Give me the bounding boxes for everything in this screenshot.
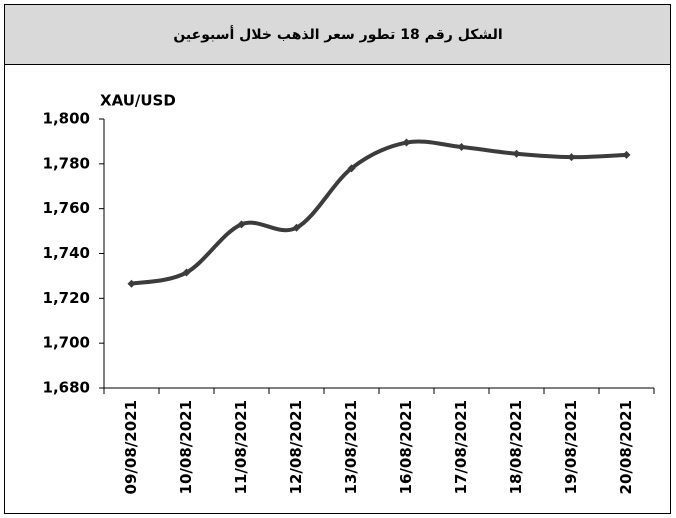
chart-title: الشكل رقم 18 تطور سعر الذهب خلال أسبوعين bbox=[173, 25, 502, 43]
x-tick-label: 19/08/2021 bbox=[562, 400, 580, 494]
header bbox=[4, 4, 671, 65]
y-tick-label: 1,720 bbox=[43, 289, 90, 307]
marker bbox=[622, 150, 631, 159]
x-tick-label: 13/08/2021 bbox=[342, 400, 360, 494]
marker bbox=[457, 143, 466, 152]
line bbox=[131, 139, 627, 286]
x-tick-label: 10/08/2021 bbox=[177, 400, 195, 494]
y-axis-label: XAU/USD bbox=[100, 92, 176, 110]
marker bbox=[347, 164, 356, 173]
x-tick-label: 17/08/2021 bbox=[452, 400, 470, 494]
x-tick-label: 12/08/2021 bbox=[287, 400, 305, 494]
x-tick-label: 11/08/2021 bbox=[232, 400, 250, 494]
y-tick-label: 1,740 bbox=[43, 244, 90, 262]
y-tick-label: 1,760 bbox=[43, 199, 90, 217]
frame bbox=[4, 4, 671, 514]
marker bbox=[127, 279, 136, 288]
y-tick-label: 1,680 bbox=[43, 379, 90, 397]
x-tick-label: 18/08/2021 bbox=[507, 400, 525, 494]
marker bbox=[182, 268, 191, 277]
marker bbox=[237, 220, 246, 229]
marker bbox=[292, 223, 301, 232]
y-tick-label: 1,700 bbox=[43, 334, 90, 352]
y-tick-label: 1,780 bbox=[43, 154, 90, 172]
marker bbox=[402, 138, 411, 147]
x-tick-label: 20/08/2021 bbox=[617, 400, 635, 494]
x-tick-label: 09/08/2021 bbox=[122, 400, 140, 494]
marker bbox=[567, 153, 576, 162]
x-tick-label: 16/08/2021 bbox=[397, 400, 415, 494]
y-tick-label: 1,800 bbox=[43, 110, 90, 128]
marker bbox=[512, 149, 521, 158]
